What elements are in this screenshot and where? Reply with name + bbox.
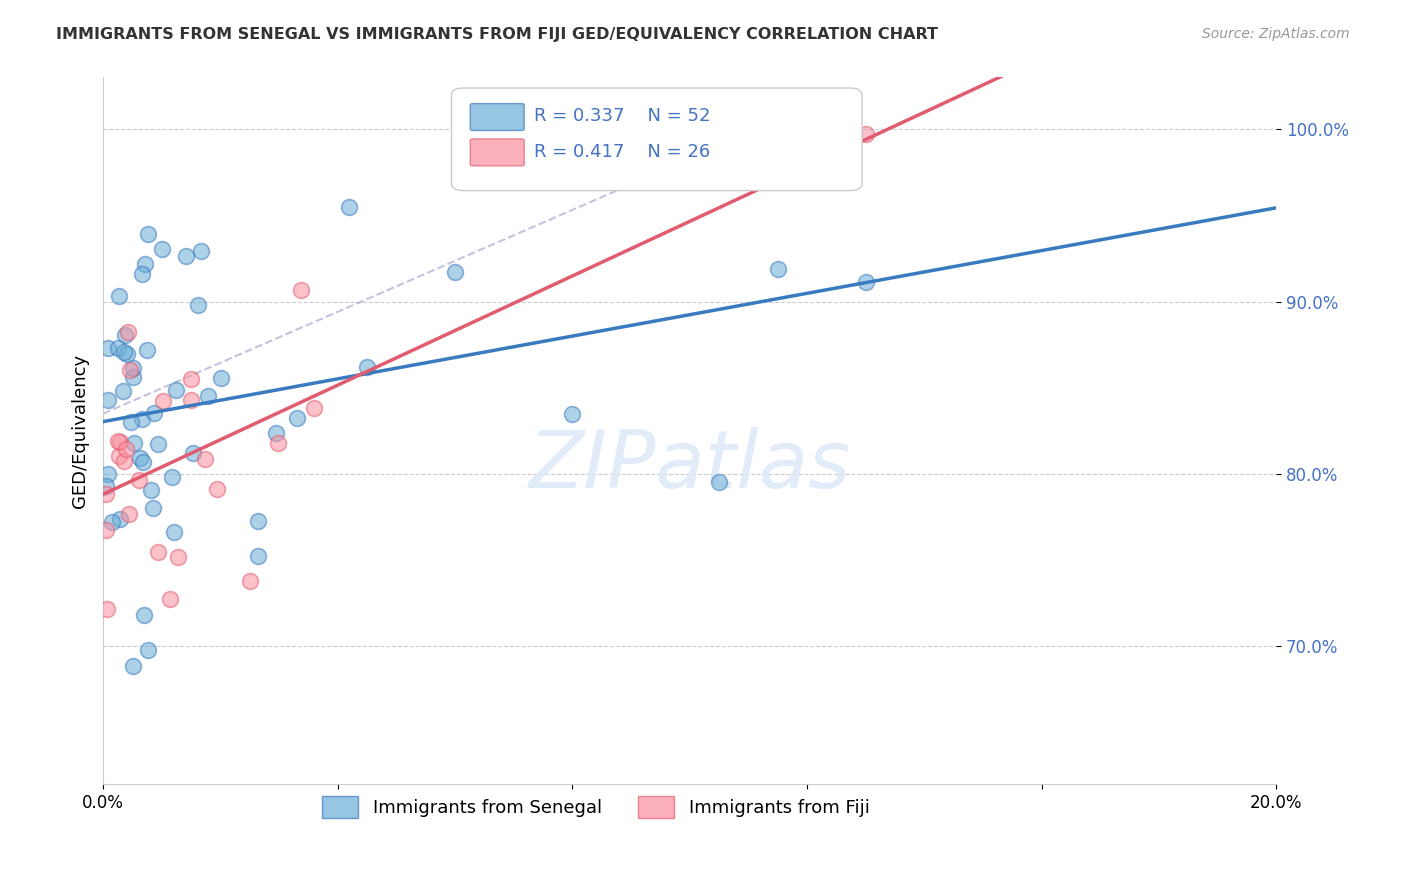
- Point: [136, 643, 159, 657]
- Point: [285, 411, 308, 425]
- Legend: Immigrants from Senegal, Immigrants from Fiji: Immigrants from Senegal, Immigrants from…: [315, 789, 876, 825]
- Point: [678, 164, 700, 178]
- Point: [101, 516, 124, 530]
- Point: [96, 392, 118, 407]
- Text: ZIPatlas: ZIPatlas: [529, 427, 851, 505]
- Point: [855, 275, 877, 289]
- Point: [122, 659, 145, 673]
- Point: [132, 608, 155, 623]
- Text: R = 0.417    N = 26: R = 0.417 N = 26: [534, 143, 710, 161]
- Point: [194, 452, 217, 467]
- Point: [159, 592, 181, 607]
- Point: [112, 344, 135, 359]
- Point: [129, 450, 152, 465]
- Point: [128, 473, 150, 487]
- Point: [120, 415, 142, 429]
- Point: [131, 267, 153, 281]
- Point: [267, 435, 290, 450]
- FancyBboxPatch shape: [470, 103, 524, 130]
- Point: [166, 384, 188, 398]
- Point: [174, 249, 197, 263]
- Text: IMMIGRANTS FROM SENEGAL VS IMMIGRANTS FROM FIJI GED/EQUIVALENCY CORRELATION CHAR: IMMIGRANTS FROM SENEGAL VS IMMIGRANTS FR…: [56, 27, 938, 42]
- Point: [197, 389, 219, 403]
- Point: [148, 545, 170, 559]
- FancyBboxPatch shape: [451, 88, 862, 191]
- Point: [117, 346, 139, 360]
- Y-axis label: GED/Equivalency: GED/Equivalency: [72, 354, 89, 508]
- Point: [108, 512, 131, 526]
- Point: [707, 475, 730, 489]
- Point: [205, 482, 228, 496]
- Point: [247, 549, 270, 563]
- Point: [96, 602, 118, 616]
- Point: [136, 227, 159, 241]
- Point: [337, 200, 360, 214]
- Point: [264, 426, 287, 441]
- Point: [187, 298, 209, 312]
- Text: R = 0.337    N = 52: R = 0.337 N = 52: [534, 107, 710, 125]
- Point: [122, 360, 145, 375]
- Point: [97, 341, 120, 355]
- Point: [190, 244, 212, 258]
- Point: [117, 326, 139, 340]
- Point: [114, 442, 136, 456]
- Point: [766, 261, 789, 276]
- Point: [107, 341, 129, 355]
- Point: [135, 343, 157, 357]
- Point: [163, 524, 186, 539]
- Point: [112, 384, 135, 399]
- Point: [94, 479, 117, 493]
- Point: [209, 370, 232, 384]
- Point: [160, 469, 183, 483]
- Point: [134, 257, 156, 271]
- Point: [290, 283, 312, 297]
- Point: [142, 500, 165, 515]
- Point: [143, 406, 166, 420]
- Point: [855, 128, 877, 142]
- FancyBboxPatch shape: [470, 139, 524, 166]
- Point: [114, 327, 136, 342]
- Point: [180, 393, 202, 408]
- Point: [94, 524, 117, 538]
- Point: [112, 454, 135, 468]
- Point: [110, 435, 132, 450]
- Point: [107, 289, 129, 303]
- Point: [122, 436, 145, 450]
- Point: [181, 446, 204, 460]
- Point: [167, 550, 190, 565]
- Point: [131, 412, 153, 426]
- Point: [107, 434, 129, 448]
- Point: [356, 360, 378, 375]
- Point: [94, 486, 117, 500]
- Point: [121, 370, 143, 384]
- Point: [108, 449, 131, 463]
- Point: [239, 574, 262, 588]
- Point: [118, 508, 141, 522]
- Point: [180, 372, 202, 386]
- Point: [120, 363, 142, 377]
- Point: [302, 401, 325, 415]
- Point: [97, 467, 120, 481]
- Point: [246, 514, 269, 528]
- Point: [152, 393, 174, 408]
- Point: [842, 128, 865, 142]
- Point: [150, 242, 173, 256]
- Point: [132, 455, 155, 469]
- Point: [444, 265, 467, 279]
- Point: [561, 407, 583, 421]
- Point: [146, 436, 169, 450]
- Point: [139, 483, 162, 498]
- Text: Source: ZipAtlas.com: Source: ZipAtlas.com: [1202, 27, 1350, 41]
